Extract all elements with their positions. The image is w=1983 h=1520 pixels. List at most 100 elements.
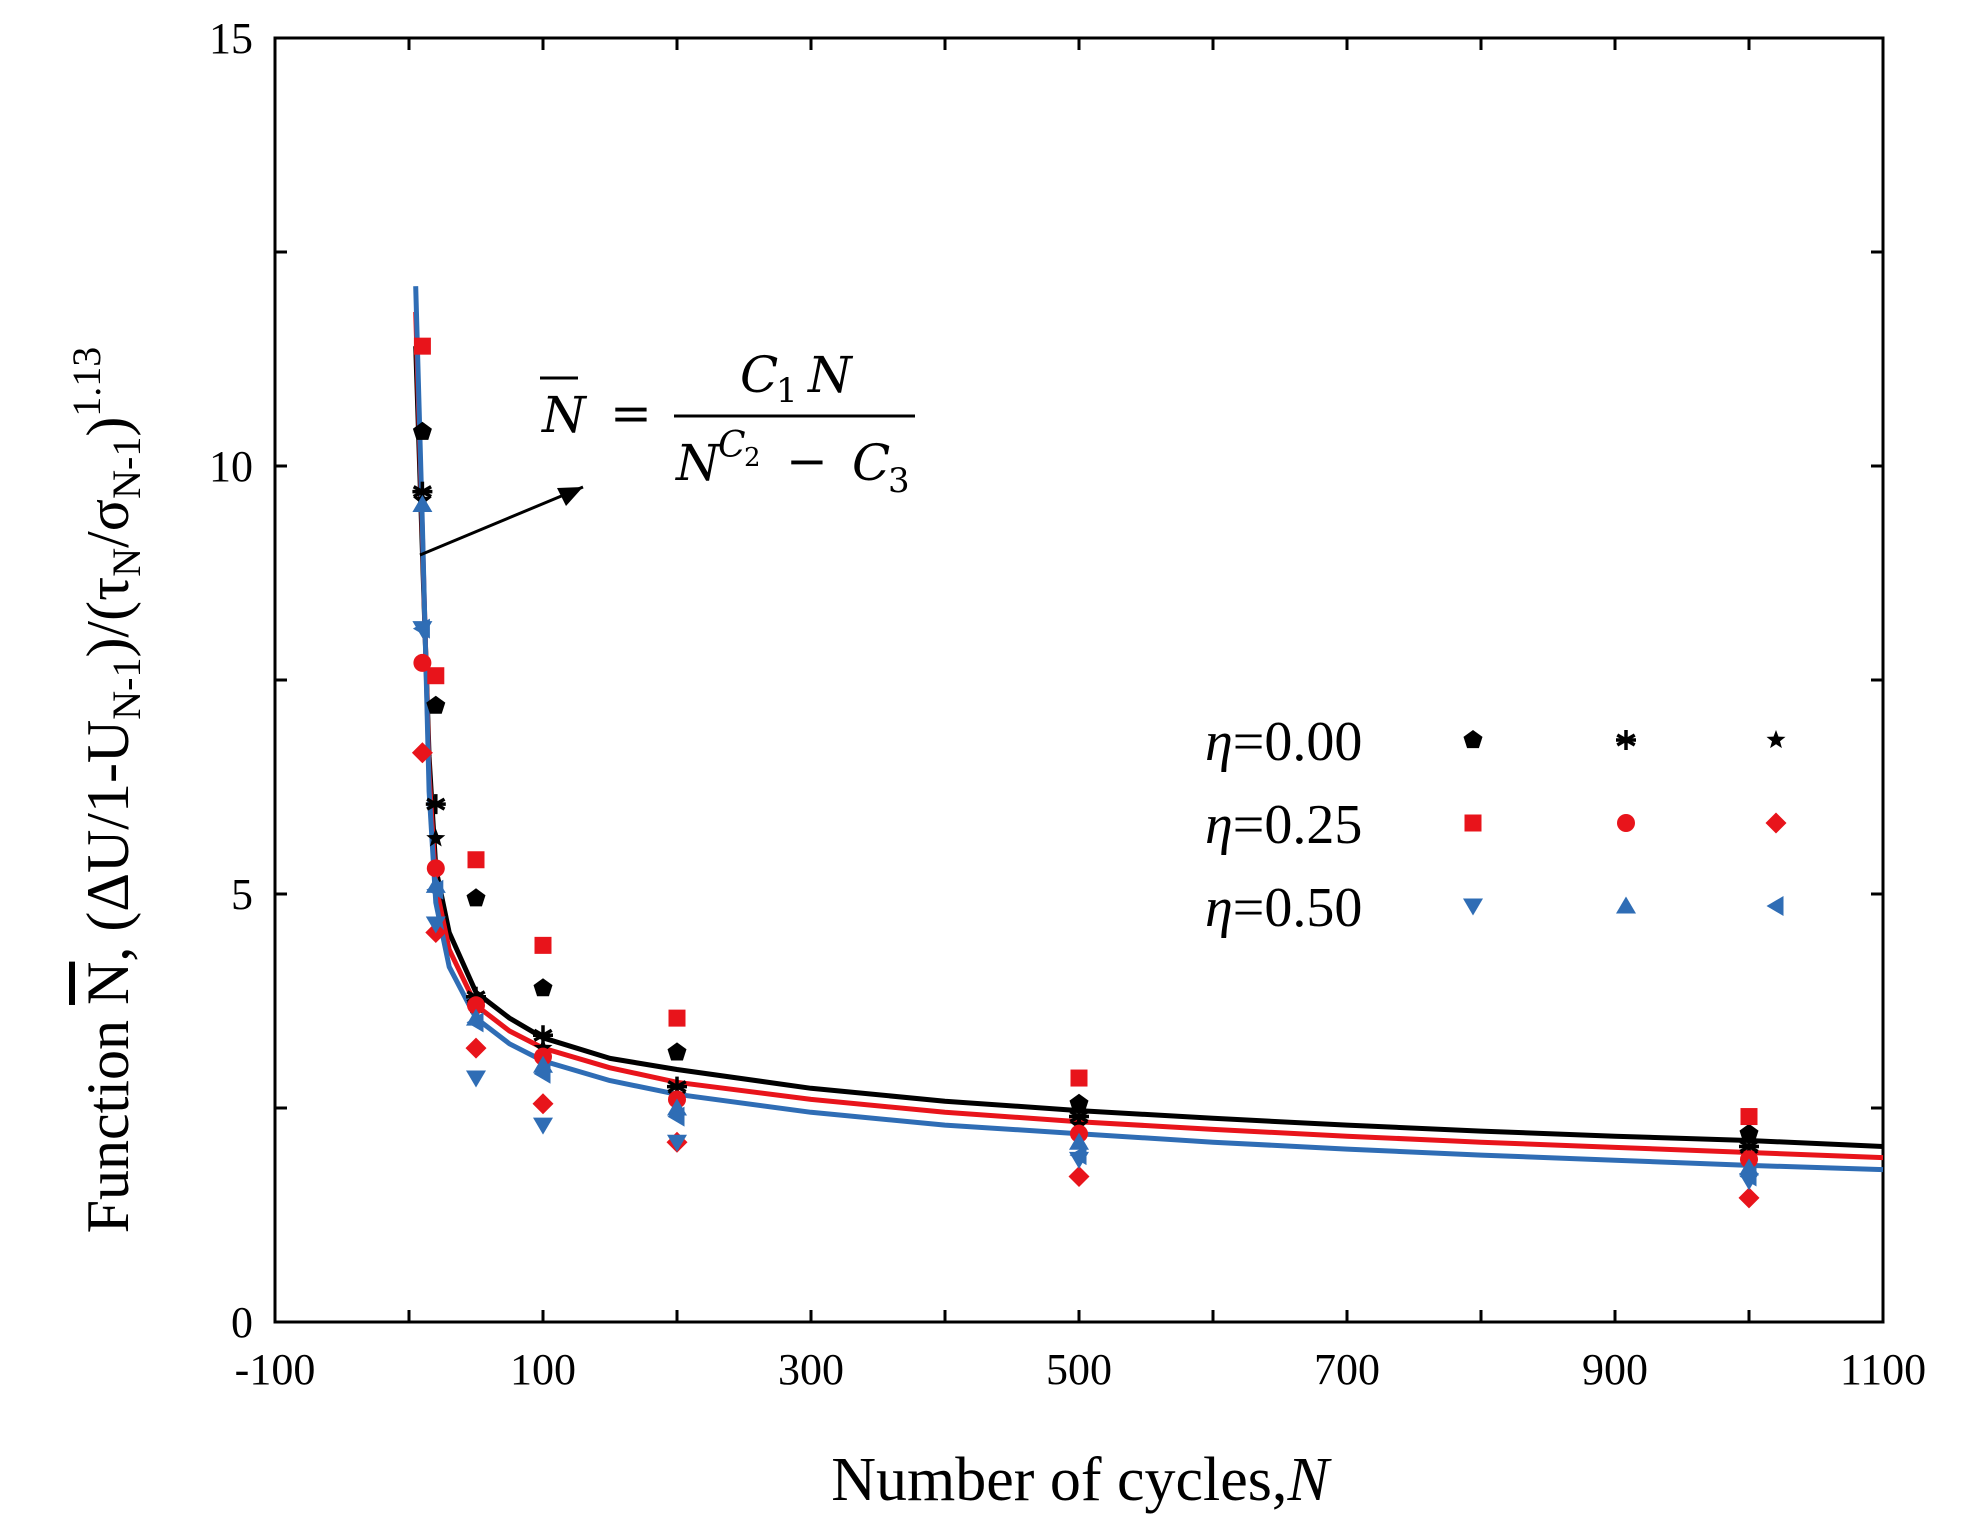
legend-eta: η (1205, 794, 1233, 856)
annotation-arrow-line (419, 485, 584, 557)
y-title-slash: /σ (75, 499, 141, 548)
x-tick-label: 1100 (1840, 1345, 1926, 1394)
fit-curve-0 (413, 346, 1884, 1149)
y-title-exp: 1.13 (64, 347, 109, 417)
legend-label: η=0.50 (1205, 877, 1362, 939)
data-point-circle (426, 859, 445, 878)
data-point-triangle-left (412, 618, 430, 639)
data-point-square (1070, 1069, 1088, 1087)
data-point-star (533, 1038, 553, 1057)
data-point-asterisk (533, 1025, 553, 1046)
y-title-close: ) (75, 417, 141, 437)
x-tick-label: 100 (510, 1345, 576, 1394)
legend-marker-diamond (1765, 812, 1787, 834)
data-point-diamond (1068, 1166, 1090, 1187)
y-axis-title: Function N, (ΔU/1-UN-1)/(τN/σN-1)1.13 (64, 347, 149, 1234)
y-tick-label: 0 (231, 1298, 253, 1347)
data-point-triangle-left (533, 1063, 551, 1084)
y-title-mid: )/(τ (75, 577, 141, 658)
x-tick-label: 300 (778, 1345, 844, 1394)
legend-marker-star (1766, 730, 1786, 749)
data-point-square (413, 337, 431, 355)
formula-den-c3sub: 3 (888, 461, 910, 501)
y-tick-label: 5 (231, 870, 253, 919)
formula-den-n: N (675, 434, 722, 492)
formula-den-c: C (718, 425, 746, 466)
data-point-diamond (465, 1037, 487, 1059)
formula-num-n: N (807, 346, 854, 404)
y-title-rest: , (ΔU/1-U (75, 720, 141, 962)
svg-text:Function N, (ΔU/1-UN-1)/(τN/σN: Function N, (ΔU/1-UN-1)/(τN/σN-1)1.13 (64, 347, 149, 1234)
data-point-star (1069, 1115, 1089, 1134)
data-point-pentagon (412, 421, 432, 440)
data-point-square (1740, 1108, 1758, 1126)
annotation-arrowhead (557, 487, 583, 506)
data-point-pentagon (1069, 1093, 1089, 1112)
data-point-triangle-down (667, 1134, 687, 1152)
x-tick-label: 900 (1582, 1345, 1648, 1394)
y-title-prefix: Function (75, 1005, 141, 1233)
data-point-square (534, 936, 552, 954)
formula-lhs: N (541, 386, 588, 444)
data-point-pentagon (533, 978, 553, 997)
y-title-sub1: N-1 (104, 658, 149, 720)
legend-marker-triangle-down (1463, 898, 1483, 916)
data-point-triangle-left (1739, 1166, 1757, 1187)
legend-marker-triangle-up (1616, 896, 1636, 914)
data-point-square (668, 1009, 686, 1027)
data-point-asterisk (425, 794, 446, 815)
data-point-triangle-down (533, 1117, 553, 1135)
data-point-pentagon (466, 888, 486, 907)
data-point-diamond (532, 1093, 554, 1115)
formula-annotation: N = C 1 N N C 2 − C 3 (419, 346, 915, 557)
data-point-triangle-up (412, 495, 433, 512)
x-tick-label: -100 (235, 1345, 316, 1394)
data-point-triangle-down (425, 916, 446, 934)
legend: η=0.00η=0.25η=0.50 (1205, 711, 1787, 939)
x-axis-title: Number of cycles,N (831, 1446, 1332, 1514)
data-point-triangle-left (426, 879, 444, 900)
legend-marker-circle (1617, 814, 1635, 832)
data-point-triangle-left (466, 1012, 484, 1033)
formula-den-minus: − (786, 432, 828, 490)
y-title-sub3: N-1 (104, 437, 149, 499)
data-point-circle (467, 996, 485, 1015)
formula-den-csub: 2 (744, 443, 761, 473)
data-point-diamond (411, 742, 433, 764)
x-tick-label: 700 (1314, 1345, 1380, 1394)
formula-num-c: C (740, 346, 778, 404)
y-tick-label: 15 (209, 14, 253, 63)
legend-marker-square (1464, 814, 1482, 832)
y-tick-label: 10 (209, 442, 253, 491)
legend-marker-triangle-left (1766, 896, 1784, 916)
formula-equals: = (610, 384, 652, 442)
legend-value: =0.50 (1233, 877, 1363, 939)
legend-label: η=0.00 (1205, 711, 1362, 773)
legend-marker-asterisk (1616, 730, 1636, 750)
legend-value: =0.00 (1233, 711, 1363, 773)
legend-label: η=0.25 (1205, 794, 1362, 856)
data-point-pentagon (1739, 1123, 1759, 1142)
data-point-triangle-down (466, 1070, 486, 1088)
data-point-pentagon (667, 1042, 687, 1061)
data-point-diamond (1738, 1187, 1760, 1209)
data-point-triangle-left (1069, 1145, 1087, 1166)
legend-marker-pentagon (1463, 730, 1483, 749)
x-axis-title-prefix: Number of cycles, (831, 1446, 1287, 1514)
data-point-triangle-left (667, 1106, 685, 1127)
y-title-nbar: N (75, 962, 141, 1005)
data-point-square (467, 851, 485, 869)
formula-num-sub: 1 (776, 371, 798, 411)
x-tick-label: 500 (1046, 1345, 1112, 1394)
data-point-pentagon (426, 695, 446, 714)
formula-den-c3: C (852, 434, 890, 492)
data-point-circle (413, 653, 432, 672)
data-point-triangle-up (1069, 1132, 1089, 1150)
y-title-sub2: N (104, 548, 149, 577)
data-point-square (427, 667, 445, 685)
legend-eta: η (1205, 877, 1233, 939)
x-axis-title-var: N (1286, 1446, 1332, 1514)
data-markers (411, 337, 1760, 1209)
data-point-star (426, 828, 446, 847)
